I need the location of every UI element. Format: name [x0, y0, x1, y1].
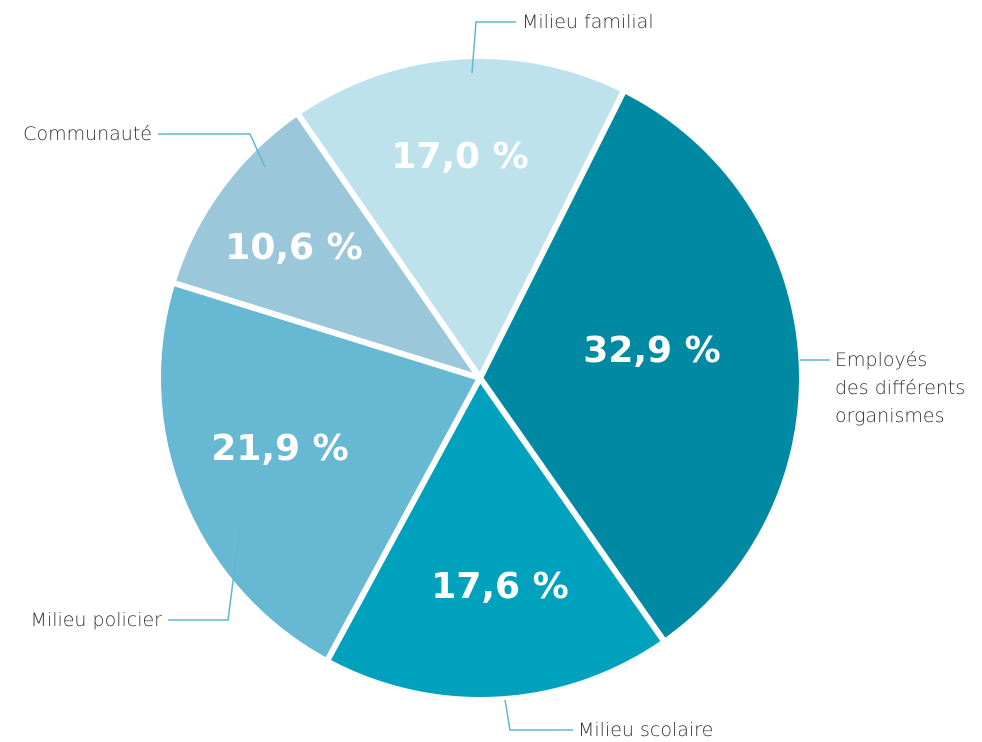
pie-slice — [169, 109, 483, 381]
category-label: Milieu policier — [31, 609, 163, 631]
pie-slice — [294, 53, 628, 381]
category-label-line: Milieu scolaire — [578, 719, 713, 741]
category-label: Communauté — [23, 123, 152, 145]
category-label: Milieu scolaire — [578, 719, 713, 741]
value-label: 17,6 % — [431, 566, 568, 607]
pie-slice — [323, 375, 668, 703]
value-label: 17,0 % — [391, 136, 528, 177]
category-label-line: organismes — [835, 405, 944, 427]
category-label-line: des différents — [835, 377, 965, 399]
leader-line — [158, 133, 266, 168]
category-label-line: Communauté — [23, 123, 152, 145]
value-label: 10,6 % — [225, 227, 362, 268]
category-label: Milieu familial — [522, 11, 654, 33]
leader-line — [168, 527, 241, 621]
category-label: Employés des différents organismes — [835, 349, 965, 427]
category-label-line: Employés — [835, 349, 927, 371]
value-label: 21,9 % — [211, 428, 348, 469]
category-label-line: Milieu policier — [31, 609, 163, 631]
category-label-line: Milieu familial — [522, 11, 654, 33]
pie-slice — [477, 87, 805, 645]
leader-line — [471, 21, 516, 74]
pie-slice — [155, 279, 483, 665]
leader-line — [504, 699, 573, 731]
value-label: 32,9 % — [583, 330, 720, 371]
